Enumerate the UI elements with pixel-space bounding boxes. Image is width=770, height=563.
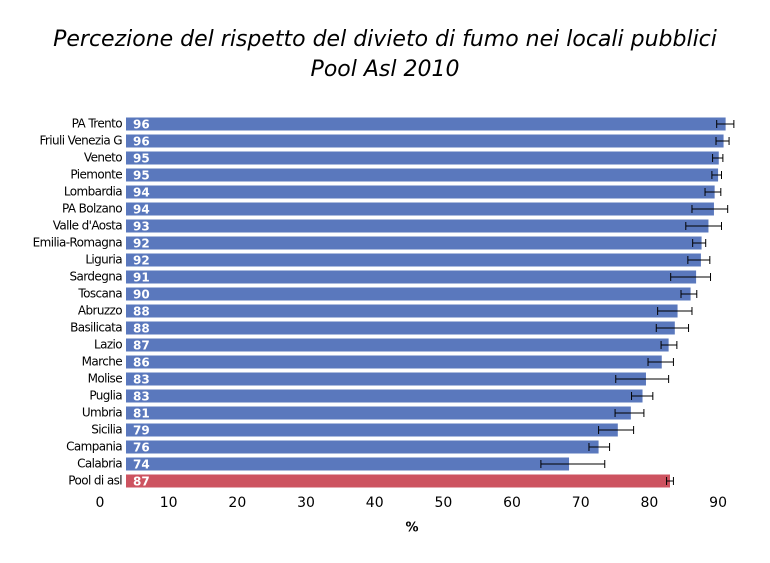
bar — [126, 321, 675, 335]
bar — [126, 355, 662, 369]
bar-label: 90 — [133, 288, 150, 302]
bar — [126, 236, 702, 250]
category-label: Abruzzo — [78, 304, 122, 318]
bar-label: 88 — [133, 322, 150, 336]
bar-label: 81 — [133, 407, 150, 421]
bar — [126, 457, 570, 471]
bar-label: 94 — [133, 186, 150, 200]
x-tick-label: 90 — [709, 495, 727, 511]
category-label: Marche — [82, 355, 123, 369]
bar — [126, 440, 599, 454]
x-tick-label: 50 — [434, 495, 452, 511]
bar-label: 83 — [133, 390, 150, 404]
bar — [126, 423, 618, 437]
category-label: Lazio — [94, 338, 122, 352]
bar — [126, 168, 719, 182]
bar — [126, 134, 724, 148]
x-tick-label: 30 — [297, 495, 315, 511]
bar — [126, 406, 631, 420]
bar-label: 87 — [133, 339, 150, 353]
chart-subtitle: Pool Asl 2010 — [311, 57, 460, 82]
category-label: Sicilia — [91, 423, 122, 437]
category-label: Liguria — [85, 253, 122, 267]
bar — [126, 219, 709, 233]
x-tick-label: 20 — [228, 495, 246, 511]
category-label: Sardegna — [70, 270, 123, 284]
bar — [126, 389, 643, 403]
bar — [126, 202, 714, 216]
bar-label: 87 — [133, 475, 150, 489]
category-label: Pool di asl — [68, 474, 122, 488]
bar — [126, 151, 719, 165]
category-label: Emilia-Romagna — [33, 236, 123, 250]
bar-label: 95 — [133, 152, 150, 166]
bar-label: 94 — [133, 203, 150, 217]
bar-label: 92 — [133, 254, 150, 268]
category-label: Valle d'Aosta — [53, 219, 123, 233]
x-tick-label: 0 — [96, 495, 105, 511]
bar — [126, 372, 646, 386]
bar — [126, 474, 670, 488]
category-label: Lombardia — [64, 185, 122, 199]
category-label: Molise — [88, 372, 123, 386]
bar-label: 83 — [133, 373, 150, 387]
bar — [126, 253, 701, 267]
bar-label: 86 — [133, 356, 150, 370]
category-label: Umbria — [82, 406, 122, 420]
x-tick-label: 40 — [366, 495, 384, 511]
x-tick-label: 10 — [160, 495, 178, 511]
x-axis-label: % — [405, 521, 418, 536]
bar-label: 88 — [133, 305, 150, 319]
bar-label: 96 — [133, 135, 150, 149]
category-label: Piemonte — [70, 168, 122, 182]
bar — [126, 117, 726, 131]
bar-label: 93 — [133, 220, 150, 234]
bar-label: 95 — [133, 169, 150, 183]
bar-label: 92 — [133, 237, 150, 251]
bar — [126, 270, 697, 284]
bar-label: 96 — [133, 118, 150, 132]
chart-title: Percezione del rispetto del divieto di f… — [53, 27, 717, 52]
category-label: Veneto — [84, 151, 122, 165]
category-label: PA Trento — [72, 117, 123, 131]
bar — [126, 304, 678, 318]
x-tick-label: 80 — [640, 495, 658, 511]
bar-label: 79 — [133, 424, 150, 438]
x-tick-label: 70 — [572, 495, 590, 511]
bar — [126, 185, 715, 199]
category-label: PA Bolzano — [62, 202, 122, 216]
category-label: Calabria — [77, 457, 122, 471]
bar-label: 74 — [133, 458, 150, 472]
bar-label: 76 — [133, 441, 150, 455]
category-label: Toscana — [77, 287, 122, 301]
category-label: Puglia — [89, 389, 122, 403]
bar-label: 91 — [133, 271, 150, 285]
category-label: Campania — [66, 440, 122, 454]
category-label: Friuli Venezia G — [39, 134, 122, 148]
category-label: Basilicata — [70, 321, 122, 335]
x-tick-label: 60 — [503, 495, 521, 511]
bar — [126, 287, 691, 301]
bar — [126, 338, 669, 352]
